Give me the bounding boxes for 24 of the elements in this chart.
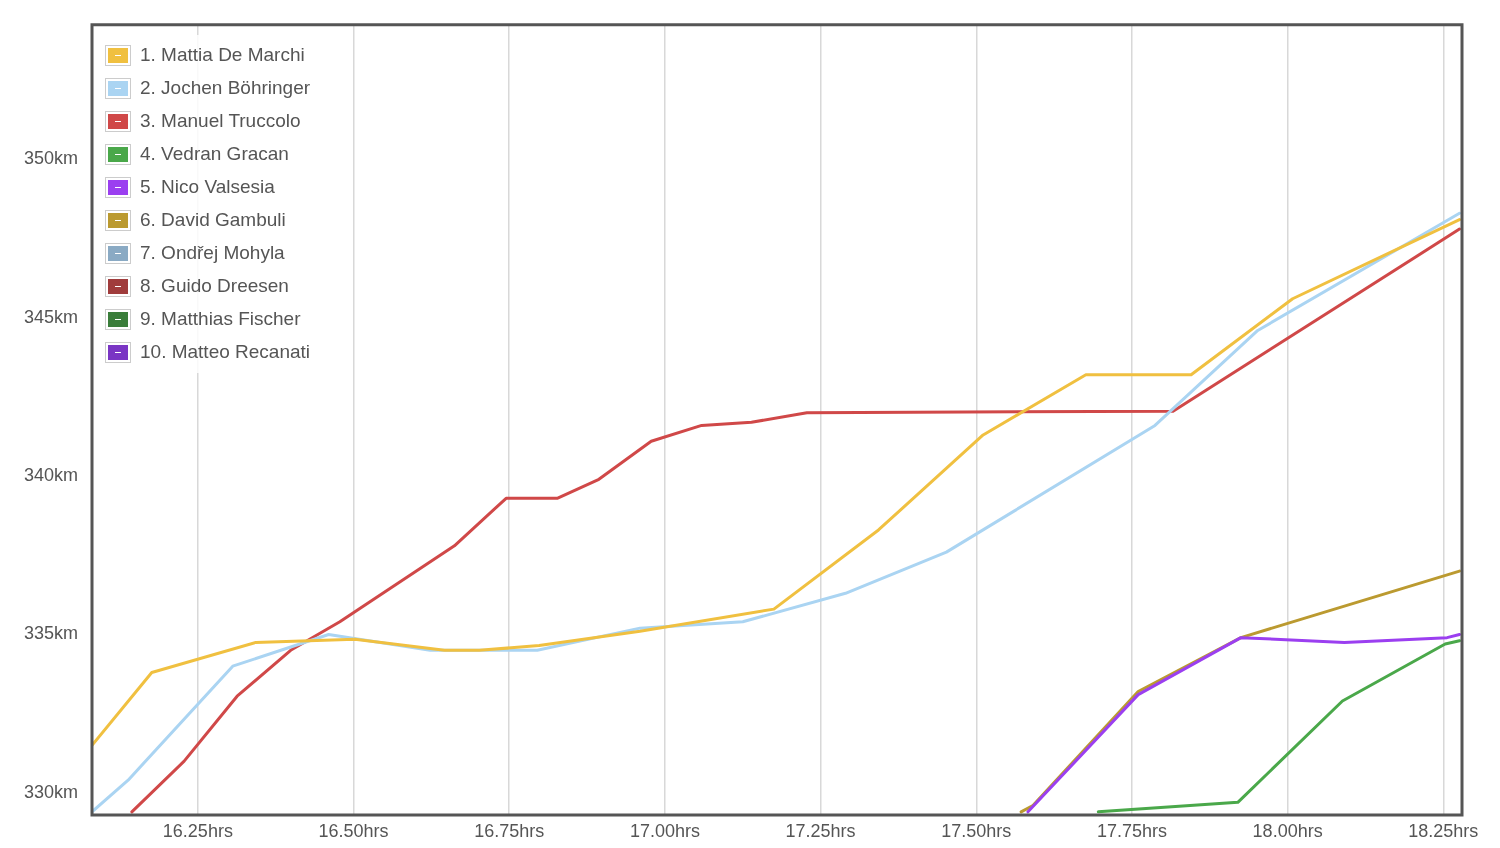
x-tick-label: 16.75hrs [474, 820, 545, 841]
x-tick-label: 16.50hrs [318, 820, 389, 841]
legend-label: 6. David Gambuli [140, 209, 286, 232]
x-tick-label: 17.00hrs [629, 820, 700, 841]
legend-label: 8. Guido Dreesen [140, 275, 289, 298]
legend-label: 2. Jochen Böhringer [140, 77, 311, 100]
legend-label: 9. Matthias Fischer [140, 308, 301, 331]
legend-label: 7. Ondřej Mohyla [140, 242, 285, 265]
legend-label: 5. Nico Valsesia [140, 176, 275, 199]
legend-label: 10. Matteo Recanati [140, 341, 311, 364]
x-tick-label: 17.25hrs [785, 820, 856, 841]
legend-label: 1. Mattia De Marchi [140, 44, 305, 67]
legend-label: 4. Vedran Gracan [140, 143, 289, 166]
y-tick-label: 335km [23, 623, 78, 644]
y-tick-label: 350km [23, 148, 78, 169]
x-tick-label: 17.75hrs [1096, 820, 1167, 841]
x-tick-label: 17.50hrs [941, 820, 1012, 841]
x-tick-label: 18.25hrs [1408, 820, 1479, 841]
x-tick-label: 18.00hrs [1252, 820, 1323, 841]
y-tick-label: 345km [23, 306, 78, 327]
y-tick-label: 330km [23, 781, 78, 802]
legend-label: 3. Manuel Truccolo [140, 110, 301, 133]
y-tick-label: 340km [23, 465, 78, 486]
x-tick-label: 16.25hrs [162, 820, 233, 841]
